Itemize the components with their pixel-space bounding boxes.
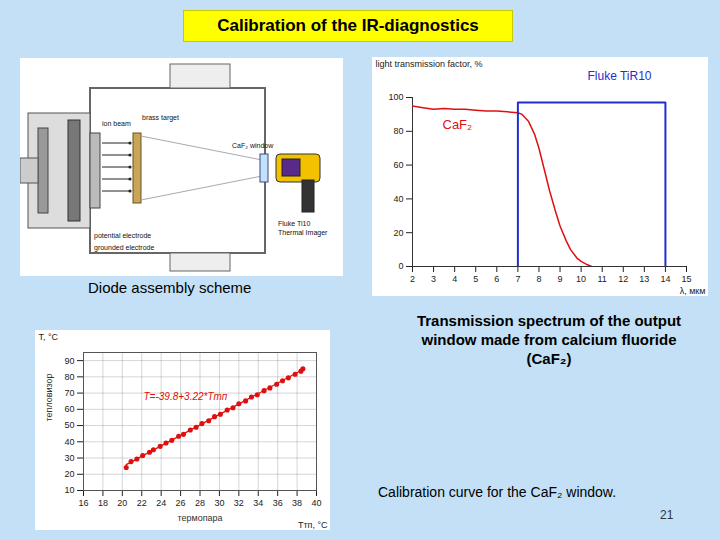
svg-text:11: 11 <box>598 274 607 284</box>
svg-text:Fluke TiR10: Fluke TiR10 <box>587 69 651 83</box>
svg-text:20: 20 <box>117 498 127 508</box>
html-text:21: 21 <box>660 508 674 522</box>
html-text:Calibration of the IR-diagnost: Calibration of the IR-diagnostics <box>217 16 479 35</box>
svg-text:Fluke Ti10: Fluke Ti10 <box>278 220 310 227</box>
svg-text:CaF₂ window: CaF₂ window <box>232 142 274 149</box>
svg-text:100: 100 <box>388 92 403 102</box>
svg-text:тепловизор: тепловизор <box>44 373 54 421</box>
svg-text:80: 80 <box>64 372 74 382</box>
svg-text:38: 38 <box>292 498 302 508</box>
svg-text:12: 12 <box>618 274 628 284</box>
svg-text:15: 15 <box>681 274 691 284</box>
svg-text:light transmission factor, %: light transmission factor, % <box>376 59 483 69</box>
svg-text:4: 4 <box>452 274 457 284</box>
svg-text:18: 18 <box>98 498 108 508</box>
svg-text:26: 26 <box>176 498 186 508</box>
svg-text:3: 3 <box>431 274 436 284</box>
svg-text:40: 40 <box>64 437 74 447</box>
svg-text:30: 30 <box>64 453 74 463</box>
svg-text:40: 40 <box>393 194 403 204</box>
svg-text:0: 0 <box>398 261 403 271</box>
svg-text:14: 14 <box>660 274 670 284</box>
svg-text:50: 50 <box>64 420 74 430</box>
svg-text:32: 32 <box>234 498 244 508</box>
svg-text:90: 90 <box>64 355 74 365</box>
svg-text:10: 10 <box>64 485 74 495</box>
svg-text:5: 5 <box>473 274 478 284</box>
svg-text:24: 24 <box>156 498 166 508</box>
svg-text:CaF₂: CaF₂ <box>443 117 473 132</box>
svg-text:brass target: brass target <box>142 114 179 122</box>
svg-text:6: 6 <box>494 274 499 284</box>
svg-text:T=-39.8+3.22*Tтп: T=-39.8+3.22*Tтп <box>144 391 228 402</box>
svg-text:36: 36 <box>273 498 283 508</box>
svg-text:10: 10 <box>576 274 586 284</box>
svg-text:ion beam: ion beam <box>102 120 131 127</box>
svg-text:34: 34 <box>253 498 263 508</box>
svg-text:grounded electrode: grounded electrode <box>94 244 154 252</box>
svg-text:80: 80 <box>393 126 403 136</box>
svg-text:T, °C: T, °C <box>39 332 59 342</box>
svg-text:λ, мкм: λ, мкм <box>680 286 706 296</box>
svg-text:7: 7 <box>515 274 520 284</box>
svg-text:Thermal Imager: Thermal Imager <box>278 229 328 237</box>
html-text:Calibration curve for the CaF₂: Calibration curve for the CaF₂ window. <box>378 484 617 500</box>
html-text:Transmission spectrum of the o: Transmission spectrum of the output wind… <box>416 312 682 367</box>
svg-text:22: 22 <box>137 498 147 508</box>
svg-text:28: 28 <box>195 498 205 508</box>
svg-text:40: 40 <box>311 498 321 508</box>
svg-text:Tтп, °C: Tтп, °C <box>298 520 328 530</box>
svg-text:70: 70 <box>64 388 74 398</box>
html-text:Diode assembly scheme: Diode assembly scheme <box>88 279 252 296</box>
svg-text:9: 9 <box>558 274 563 284</box>
svg-text:2: 2 <box>410 274 415 284</box>
svg-text:термопара: термопара <box>177 513 222 523</box>
svg-text:8: 8 <box>536 274 541 284</box>
svg-text:60: 60 <box>64 404 74 414</box>
svg-text:13: 13 <box>639 274 649 284</box>
svg-text:30: 30 <box>214 498 224 508</box>
svg-text:16: 16 <box>78 498 88 508</box>
svg-text:potential electrode: potential electrode <box>94 232 151 240</box>
svg-text:20: 20 <box>64 469 74 479</box>
svg-text:60: 60 <box>393 160 403 170</box>
svg-text:20: 20 <box>393 228 403 238</box>
